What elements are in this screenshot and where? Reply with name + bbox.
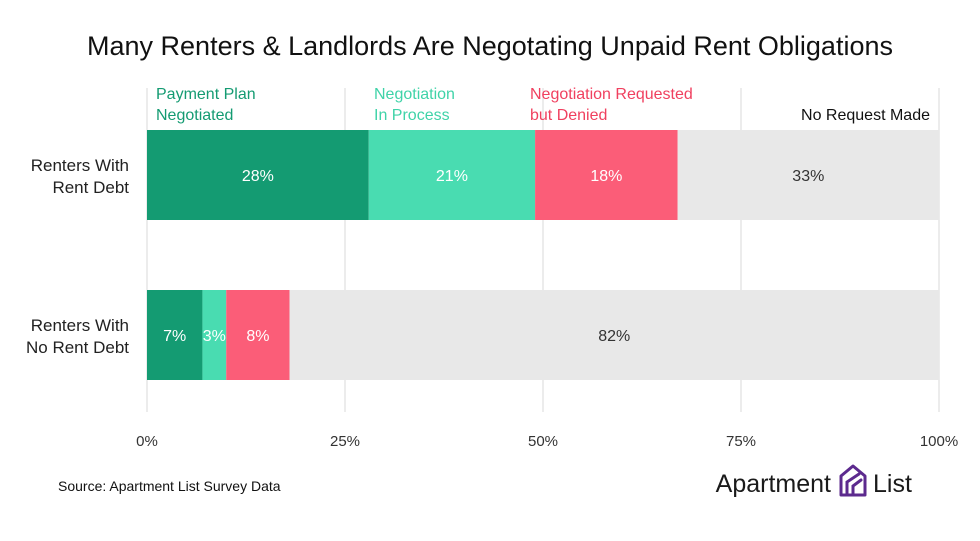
legend-denied-line-1: but Denied [530, 107, 607, 124]
category-label-0-line-0: Renters With [31, 156, 129, 175]
x-tick-label-75: 75% [726, 433, 756, 450]
bar-labels: 28% 21% 18% 33% 7% 3% 8% 82% [163, 168, 824, 345]
data-label-in_process-0: 21% [436, 168, 468, 185]
data-label-denied-0: 18% [590, 168, 622, 185]
category-label-1-line-0: Renters With [31, 316, 129, 335]
apartment-list-logo: Apartment List [716, 464, 912, 498]
category-label-1-line-1: No Rent Debt [26, 338, 129, 357]
data-label-in_process-1: 3% [203, 328, 226, 345]
bar-payment_plan-0 [147, 130, 369, 220]
legend-no_request-line-0: No Request Made [801, 107, 930, 124]
legend-in_process-line-0: Negotiation [374, 86, 455, 103]
data-label-payment_plan-0: 28% [242, 168, 274, 185]
legend-payment_plan-line-0: Payment Plan [156, 86, 256, 103]
bar-in_process-0 [368, 130, 536, 220]
data-label-no_request-1: 82% [598, 328, 630, 345]
x-tick-label-100: 100% [920, 433, 958, 450]
chart-title: Many Renters & Landlords Are Negotating … [87, 31, 893, 61]
data-label-payment_plan-1: 7% [163, 328, 186, 345]
bar-payment_plan-1 [147, 290, 203, 380]
data-label-no_request-0: 33% [792, 168, 824, 185]
logo-word-apartment: Apartment [716, 470, 831, 498]
x-tick-label-25: 25% [330, 433, 360, 450]
legend-denied-line-0: Negotiation Requested [530, 86, 693, 103]
bar-in_process-1 [202, 290, 227, 380]
x-axis-ticks: 0% 25% 50% 75% 100% [136, 433, 958, 450]
source-note: Source: Apartment List Survey Data [58, 478, 281, 494]
bar-denied-1 [226, 290, 290, 380]
apartment-list-logo-icon [839, 464, 867, 497]
legend-in_process-line-1: In Process [374, 107, 450, 124]
bar-no_request-1 [289, 290, 939, 380]
x-tick-label-0: 0% [136, 433, 158, 450]
category-label-0-line-1: Rent Debt [52, 178, 129, 197]
bar-denied-0 [535, 130, 678, 220]
category-labels: Renters With Rent Debt Renters With No Rent… [26, 156, 129, 357]
legend-payment_plan-line-1: Negotiated [156, 107, 233, 124]
data-label-denied-1: 8% [246, 328, 269, 345]
legend: Payment Plan Negotiated Negotiation In Proc… [156, 86, 930, 124]
logo-word-list: List [873, 470, 912, 498]
x-tick-label-50: 50% [528, 433, 558, 450]
bar-no_request-0 [677, 130, 939, 220]
bars [147, 130, 939, 380]
